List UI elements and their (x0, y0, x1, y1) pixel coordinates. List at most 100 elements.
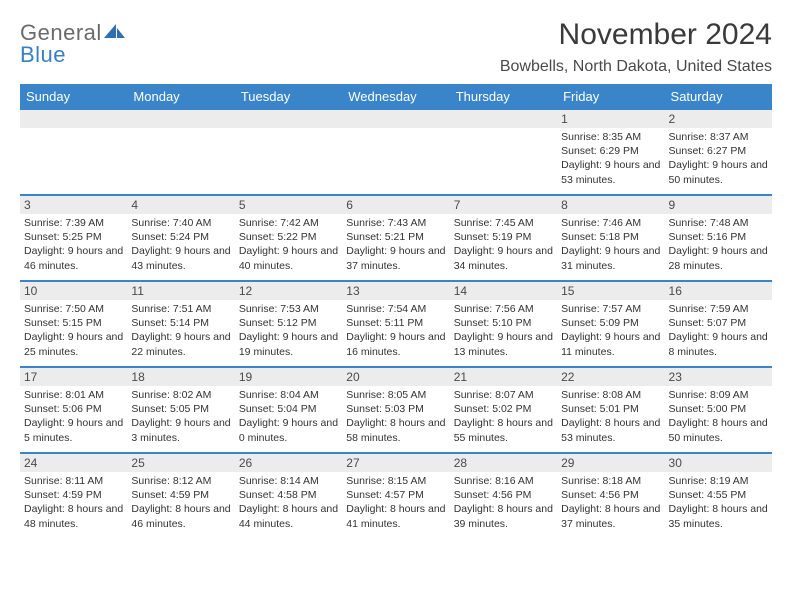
daylight-text: Daylight: 9 hours and 37 minutes. (346, 244, 445, 272)
sunrise-text: Sunrise: 8:35 AM (561, 130, 660, 144)
calendar-day-cell: 17Sunrise: 8:01 AMSunset: 5:06 PMDayligh… (20, 367, 127, 453)
day-number: 2 (665, 110, 772, 128)
sunset-text: Sunset: 6:27 PM (669, 144, 768, 158)
daylight-text: Daylight: 8 hours and 44 minutes. (239, 502, 338, 530)
day-number: 8 (557, 196, 664, 214)
day-details: Sunrise: 7:39 AMSunset: 5:25 PMDaylight:… (20, 214, 127, 277)
day-details: Sunrise: 7:57 AMSunset: 5:09 PMDaylight:… (557, 300, 664, 363)
sunset-text: Sunset: 5:22 PM (239, 230, 338, 244)
daylight-text: Daylight: 8 hours and 41 minutes. (346, 502, 445, 530)
sunrise-text: Sunrise: 8:14 AM (239, 474, 338, 488)
daylight-text: Daylight: 9 hours and 25 minutes. (24, 330, 123, 358)
day-number: 11 (127, 282, 234, 300)
sunset-text: Sunset: 5:00 PM (669, 402, 768, 416)
sunrise-text: Sunrise: 8:09 AM (669, 388, 768, 402)
title-block: November 2024 Bowbells, North Dakota, Un… (500, 18, 772, 76)
sunset-text: Sunset: 5:02 PM (454, 402, 553, 416)
day-details: Sunrise: 8:35 AMSunset: 6:29 PMDaylight:… (557, 128, 664, 191)
sunrise-text: Sunrise: 8:15 AM (346, 474, 445, 488)
day-number: 29 (557, 454, 664, 472)
daylight-text: Daylight: 8 hours and 53 minutes. (561, 416, 660, 444)
daylight-text: Daylight: 9 hours and 40 minutes. (239, 244, 338, 272)
daylight-text: Daylight: 9 hours and 13 minutes. (454, 330, 553, 358)
day-details: Sunrise: 7:42 AMSunset: 5:22 PMDaylight:… (235, 214, 342, 277)
daylight-text: Daylight: 9 hours and 11 minutes. (561, 330, 660, 358)
sunrise-text: Sunrise: 8:12 AM (131, 474, 230, 488)
calendar-day-cell: 11Sunrise: 7:51 AMSunset: 5:14 PMDayligh… (127, 281, 234, 367)
day-number: 17 (20, 368, 127, 386)
sunrise-text: Sunrise: 7:59 AM (669, 302, 768, 316)
sunrise-text: Sunrise: 7:45 AM (454, 216, 553, 230)
day-number: 28 (450, 454, 557, 472)
sunrise-text: Sunrise: 7:51 AM (131, 302, 230, 316)
day-number: 24 (20, 454, 127, 472)
sunset-text: Sunset: 5:16 PM (669, 230, 768, 244)
logo-sail-icon (104, 22, 126, 44)
sunset-text: Sunset: 4:57 PM (346, 488, 445, 502)
day-number: 10 (20, 282, 127, 300)
sunset-text: Sunset: 5:14 PM (131, 316, 230, 330)
sunset-text: Sunset: 4:55 PM (669, 488, 768, 502)
day-details: Sunrise: 7:56 AMSunset: 5:10 PMDaylight:… (450, 300, 557, 363)
sunrise-text: Sunrise: 7:39 AM (24, 216, 123, 230)
day-number: 20 (342, 368, 449, 386)
daylight-text: Daylight: 8 hours and 46 minutes. (131, 502, 230, 530)
brand-logo: General Blue (20, 18, 126, 66)
month-title: November 2024 (500, 18, 772, 52)
day-details: Sunrise: 8:19 AMSunset: 4:55 PMDaylight:… (665, 472, 772, 535)
sunset-text: Sunset: 4:59 PM (24, 488, 123, 502)
daylight-text: Daylight: 9 hours and 43 minutes. (131, 244, 230, 272)
calendar-day-cell (235, 109, 342, 195)
sunset-text: Sunset: 4:58 PM (239, 488, 338, 502)
calendar-day-cell (450, 109, 557, 195)
weekday-header: Friday (557, 85, 664, 110)
calendar-day-cell: 20Sunrise: 8:05 AMSunset: 5:03 PMDayligh… (342, 367, 449, 453)
daylight-text: Daylight: 8 hours and 55 minutes. (454, 416, 553, 444)
day-details: Sunrise: 7:51 AMSunset: 5:14 PMDaylight:… (127, 300, 234, 363)
sunrise-text: Sunrise: 8:16 AM (454, 474, 553, 488)
day-details: Sunrise: 7:54 AMSunset: 5:11 PMDaylight:… (342, 300, 449, 363)
logo-word-general: General (20, 22, 102, 44)
day-number: 26 (235, 454, 342, 472)
sunset-text: Sunset: 5:04 PM (239, 402, 338, 416)
daylight-text: Daylight: 9 hours and 28 minutes. (669, 244, 768, 272)
day-number: 21 (450, 368, 557, 386)
daylight-text: Daylight: 9 hours and 8 minutes. (669, 330, 768, 358)
sunrise-text: Sunrise: 7:53 AM (239, 302, 338, 316)
sunrise-text: Sunrise: 8:18 AM (561, 474, 660, 488)
sunrise-text: Sunrise: 8:11 AM (24, 474, 123, 488)
calendar-day-cell: 6Sunrise: 7:43 AMSunset: 5:21 PMDaylight… (342, 195, 449, 281)
sunset-text: Sunset: 6:29 PM (561, 144, 660, 158)
day-details: Sunrise: 8:15 AMSunset: 4:57 PMDaylight:… (342, 472, 449, 535)
sunset-text: Sunset: 4:56 PM (561, 488, 660, 502)
day-details: Sunrise: 8:08 AMSunset: 5:01 PMDaylight:… (557, 386, 664, 449)
calendar-day-cell (20, 109, 127, 195)
daylight-text: Daylight: 9 hours and 0 minutes. (239, 416, 338, 444)
sunrise-text: Sunrise: 7:57 AM (561, 302, 660, 316)
calendar-day-cell: 15Sunrise: 7:57 AMSunset: 5:09 PMDayligh… (557, 281, 664, 367)
daylight-text: Daylight: 9 hours and 46 minutes. (24, 244, 123, 272)
sunrise-text: Sunrise: 8:37 AM (669, 130, 768, 144)
day-details: Sunrise: 8:01 AMSunset: 5:06 PMDaylight:… (20, 386, 127, 449)
sunrise-text: Sunrise: 8:01 AM (24, 388, 123, 402)
sunrise-text: Sunrise: 7:40 AM (131, 216, 230, 230)
calendar-day-cell: 25Sunrise: 8:12 AMSunset: 4:59 PMDayligh… (127, 453, 234, 539)
calendar-day-cell: 14Sunrise: 7:56 AMSunset: 5:10 PMDayligh… (450, 281, 557, 367)
day-details: Sunrise: 7:45 AMSunset: 5:19 PMDaylight:… (450, 214, 557, 277)
sunset-text: Sunset: 5:19 PM (454, 230, 553, 244)
day-number (20, 110, 127, 128)
day-details: Sunrise: 7:46 AMSunset: 5:18 PMDaylight:… (557, 214, 664, 277)
sunrise-text: Sunrise: 8:04 AM (239, 388, 338, 402)
day-number: 15 (557, 282, 664, 300)
daylight-text: Daylight: 8 hours and 35 minutes. (669, 502, 768, 530)
weekday-header: Tuesday (235, 85, 342, 110)
calendar-day-cell: 24Sunrise: 8:11 AMSunset: 4:59 PMDayligh… (20, 453, 127, 539)
sunset-text: Sunset: 5:21 PM (346, 230, 445, 244)
header: General Blue November 2024 Bowbells, Nor… (20, 18, 772, 76)
sunset-text: Sunset: 5:01 PM (561, 402, 660, 416)
daylight-text: Daylight: 8 hours and 37 minutes. (561, 502, 660, 530)
day-number: 27 (342, 454, 449, 472)
logo-word-blue: Blue (20, 44, 126, 66)
sunrise-text: Sunrise: 7:46 AM (561, 216, 660, 230)
calendar-day-cell: 9Sunrise: 7:48 AMSunset: 5:16 PMDaylight… (665, 195, 772, 281)
